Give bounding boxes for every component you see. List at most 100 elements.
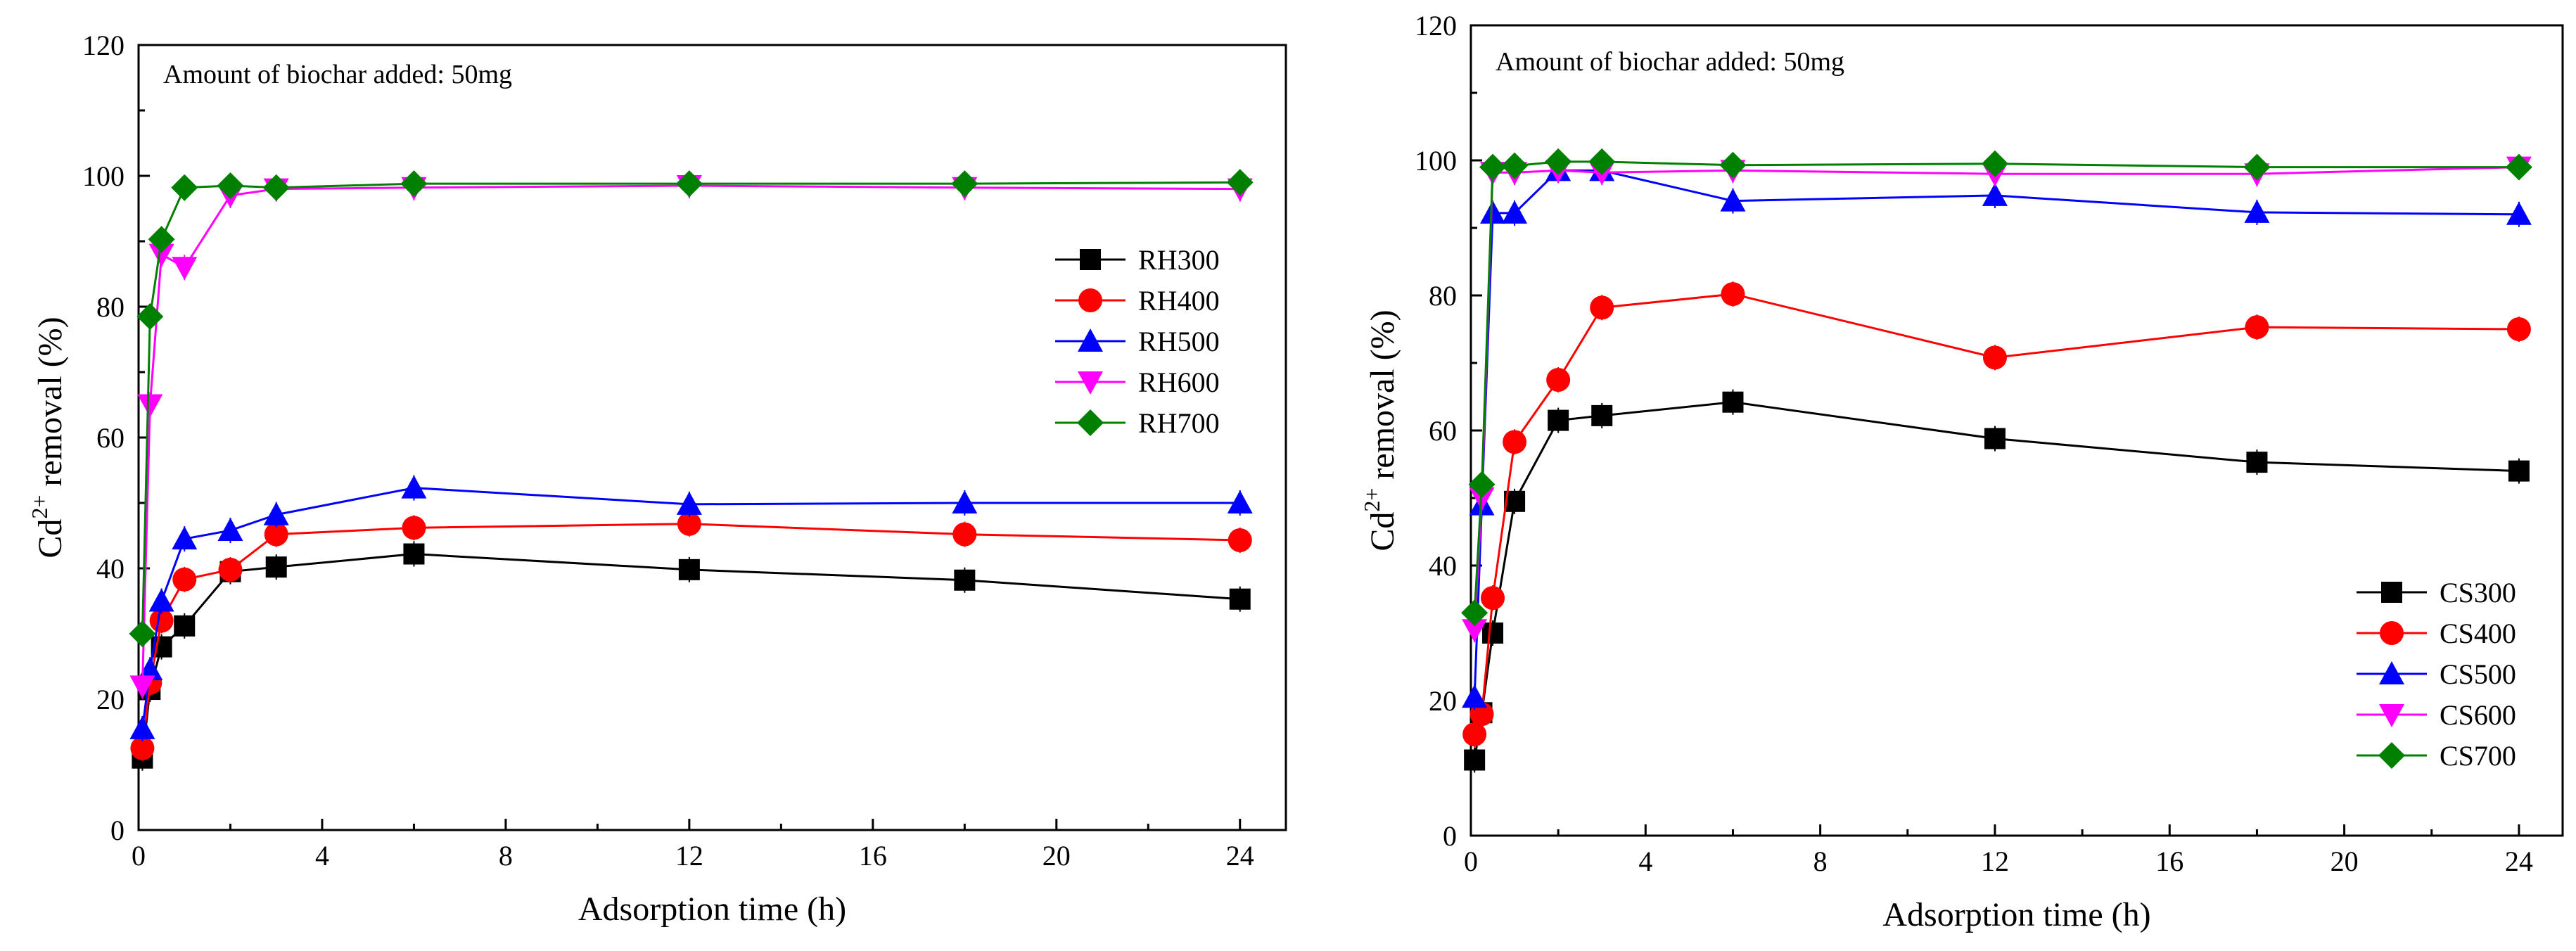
legend-marker [1077, 409, 1104, 436]
series-cs700 [1461, 148, 2532, 627]
legend-label: CS300 [2440, 577, 2516, 608]
data-point [217, 172, 244, 199]
y-tick-label: 40 [1429, 550, 1457, 582]
data-point [1468, 471, 1496, 498]
data-point [402, 516, 426, 540]
legend-label: CS600 [2440, 699, 2516, 731]
data-point [1719, 151, 1747, 179]
data-point [1469, 702, 1494, 727]
y-tick-label: 100 [1415, 145, 1457, 177]
legend-label: RH300 [1138, 244, 1220, 276]
data-point [1229, 588, 1251, 610]
y-tick-label: 40 [96, 553, 125, 585]
data-point [172, 526, 198, 550]
data-point [1503, 430, 1527, 454]
series-rh500 [129, 475, 1253, 741]
legend-label: RH700 [1138, 407, 1220, 439]
data-point [171, 174, 198, 201]
legend-item-rh600: RH600 [1055, 366, 1220, 398]
series-line [141, 553, 1240, 758]
data-point [952, 522, 977, 547]
plot-frame [137, 44, 1287, 831]
data-point [1461, 599, 1488, 627]
y-tick-label: 120 [82, 30, 125, 61]
data-point [174, 615, 196, 637]
data-point [2505, 153, 2532, 181]
chart-panel-2: 0 4 8 12 16 20 24 0 20 40 60 80 100 120 Adsorption tim… [1359, 10, 2564, 933]
legend-item-cs600: CS600 [2357, 699, 2516, 731]
data-point [148, 588, 174, 612]
y-tick-label: 60 [96, 422, 125, 454]
data-point [1721, 282, 1745, 307]
y-tick-label: 80 [96, 291, 125, 323]
series-cs400 [1462, 281, 2531, 747]
legend-item-cs400: CS400 [2357, 618, 2516, 649]
annotation-text: Amount of biochar added: 50mg [1496, 47, 1844, 77]
x-tick-label: 4 [315, 840, 329, 872]
data-point [677, 511, 701, 536]
legend-marker [1078, 328, 1103, 352]
legend-label: CS400 [2440, 618, 2516, 649]
data-point [1591, 404, 1613, 426]
data-point [2508, 460, 2530, 482]
x-tick-label: 20 [2330, 845, 2359, 877]
legend-item-rh300: RH300 [1055, 244, 1220, 276]
data-point [1982, 182, 2008, 206]
data-point [2506, 317, 2531, 341]
data-point [1479, 153, 1507, 181]
data-point [1722, 391, 1744, 413]
data-point [401, 475, 427, 499]
series-line [141, 487, 1240, 729]
data-point [262, 174, 290, 201]
series-line [141, 184, 1240, 687]
x-tick-label: 8 [1813, 845, 1828, 877]
x-tick-label: 0 [1464, 845, 1478, 877]
data-point [1982, 345, 2007, 370]
series-line [1473, 293, 2519, 735]
legend-item-cs500: CS500 [2357, 658, 2516, 690]
legend-label: RH400 [1138, 285, 1220, 317]
x-tick-label: 12 [675, 840, 703, 872]
legend-label: CS700 [2440, 740, 2516, 772]
data-point [2245, 315, 2269, 340]
x-tick-label: 16 [2155, 845, 2183, 877]
y-tick-label: 120 [1415, 10, 1457, 42]
legend-item-rh700: RH700 [1055, 407, 1220, 439]
data-point [400, 170, 428, 198]
x-tick-label: 4 [1638, 845, 1652, 877]
legend-item-cs700: CS700 [2357, 740, 2516, 772]
data-point [264, 522, 288, 547]
legend-item-rh400: RH400 [1055, 285, 1220, 317]
data-point [1228, 528, 1252, 553]
legend-marker [2380, 621, 2404, 645]
legend-label: RH600 [1138, 366, 1220, 398]
legend-marker [2381, 582, 2402, 603]
series-rh700 [129, 169, 1254, 647]
data-point [1480, 200, 1506, 224]
data-point [137, 394, 163, 418]
data-point [149, 608, 174, 633]
data-point [218, 557, 243, 582]
data-point [2506, 201, 2532, 225]
data-point [952, 490, 978, 513]
data-point [148, 243, 174, 267]
x-tick-label: 0 [132, 840, 146, 872]
data-point [678, 559, 700, 580]
data-point [2246, 452, 2268, 473]
legend-label: CS500 [2440, 658, 2516, 690]
data-point [1462, 684, 1488, 708]
legend-marker [1078, 371, 1103, 395]
data-point [130, 736, 155, 760]
data-point [172, 567, 197, 592]
legend-marker [2378, 742, 2405, 769]
data-point [1720, 188, 1746, 212]
series-line [141, 523, 1240, 748]
data-point [1590, 295, 1614, 320]
data-point [2243, 153, 2271, 181]
data-point [1481, 586, 1505, 611]
data-point [148, 226, 175, 253]
series-line [1473, 401, 2519, 760]
y-axis-title: Cd2+ removal (%) [27, 317, 69, 558]
x-tick-label: 24 [1226, 840, 1254, 872]
